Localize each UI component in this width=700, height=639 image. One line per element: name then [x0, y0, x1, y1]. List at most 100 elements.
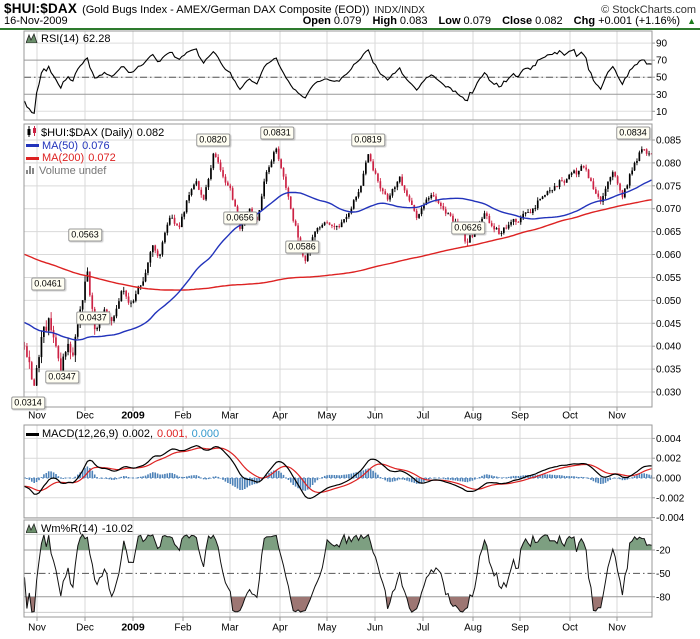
y-axis-label: 0.055	[656, 273, 681, 284]
rsi-legend-label: RSI(14)	[41, 33, 79, 45]
exchange-label: INDX/INDX	[374, 5, 425, 16]
ohlc-quote: Open 0.079 High 0.083 Low 0.079 Close 0.082 …	[295, 15, 696, 27]
y-axis-label: 0.040	[656, 342, 681, 353]
price-candles	[24, 146, 652, 386]
quote-row: 16-Nov-2009 Open 0.079 High 0.083 Low 0.079…	[4, 15, 696, 27]
y-axis-label: 0.030	[656, 388, 681, 399]
x-axis-label: Jun	[367, 411, 383, 422]
x-axis-label: Oct	[562, 411, 578, 422]
up-triangle-icon: ▲	[687, 16, 696, 26]
wmr-legend-value: -10.02	[101, 523, 134, 535]
axis-layer: 90 70 50 30 10 0.085 0.080 0.075 0.070 0.065 0.060…	[28, 39, 685, 634]
price-annotation: 0.0461	[31, 277, 65, 291]
wmr-legend: Wm%R(14) -10.02	[25, 522, 134, 537]
x-axis-label: Sep	[511, 411, 529, 422]
price-annotation: 0.0347	[45, 370, 79, 384]
high-label: High	[372, 15, 397, 27]
price-legend-value: 0.082	[136, 127, 165, 139]
x-axis-label: Nov	[608, 623, 626, 634]
x-axis-label: Feb	[174, 623, 192, 634]
chg-label: Chg	[573, 15, 596, 27]
symbol-description: (Gold Bugs Index - AMEX/German DAX Compo…	[82, 4, 370, 16]
price-annotation: 0.0314	[11, 396, 45, 410]
macd-hist-value: 0.000	[191, 428, 220, 440]
y-axis-label: -0.004	[656, 513, 685, 524]
x-axis-label: May	[318, 623, 337, 634]
y-axis-label: 0.004	[656, 434, 681, 445]
x-axis-label: Feb	[174, 411, 192, 422]
y-axis-label: 0.002	[656, 454, 681, 465]
macd-legend-value: 0.002,	[122, 428, 154, 440]
y-axis-label: 70	[656, 56, 668, 67]
header-underline	[0, 28, 700, 30]
close-value: 0.082	[535, 15, 563, 27]
y-axis-label: 50	[656, 73, 668, 84]
y-axis-label: 0.050	[656, 296, 681, 307]
area-chart-icon	[25, 522, 38, 537]
x-axis-label: 2009	[121, 622, 145, 634]
x-axis-label: Aug	[464, 623, 482, 634]
y-axis-label: 0.075	[656, 181, 681, 192]
rsi-legend-value: 62.28	[82, 33, 111, 45]
x-axis-label: Aug	[464, 411, 482, 422]
rsi-legend: RSI(14) 62.28	[25, 32, 111, 46]
y-axis-label: 0.000	[656, 474, 681, 485]
y-axis-label: -50	[656, 569, 671, 580]
price-annotation: 0.0626	[451, 221, 485, 235]
wmr-line	[24, 533, 652, 613]
price-annotation: 0.0437	[76, 311, 110, 325]
macd-signal-line	[24, 447, 652, 494]
x-axis-label: Sep	[511, 623, 529, 634]
y-axis-label: -80	[656, 592, 671, 603]
x-axis-label: Jul	[417, 411, 430, 422]
close-label: Close	[502, 15, 533, 27]
ma50-legend-label: MA(50)	[42, 139, 79, 152]
y-axis-label: 0.060	[656, 250, 681, 261]
panel-border-macd	[23, 424, 653, 519]
y-axis-label: -0.002	[656, 493, 685, 504]
open-value: 0.079	[333, 15, 362, 27]
price-annotation: 0.0563	[68, 228, 102, 242]
x-axis-label: Mar	[221, 411, 239, 422]
ma50-line-swatch	[26, 144, 39, 148]
ma50-legend-value: 0.076	[82, 139, 110, 152]
wmr-legend-label: Wm%R(14)	[41, 523, 98, 535]
y-axis-label: 30	[656, 90, 668, 101]
price-legend: $HUI:$DAX (Daily) 0.082 MA(50) 0.076 MA(…	[26, 126, 165, 178]
y-axis-label: 0.085	[656, 136, 681, 147]
x-axis-label: Dec	[76, 411, 94, 422]
macd-signal-value: 0.001,	[157, 428, 188, 440]
high-value: 0.083	[399, 15, 428, 27]
price-annotation: 0.0586	[285, 240, 319, 254]
price-annotation: 0.0834	[616, 126, 650, 140]
x-axis-label: Nov	[28, 623, 46, 634]
y-axis-label: -20	[656, 546, 671, 557]
ma50-line	[24, 179, 652, 341]
symbol-title: $HUI:$DAX	[4, 1, 78, 16]
ma200-line	[24, 199, 652, 291]
x-axis-label: Nov	[28, 411, 46, 422]
x-axis-label: Mar	[221, 623, 239, 634]
macd-legend: MACD(12,26,9) 0.002, 0.001, 0.000	[26, 428, 219, 441]
y-axis-label: 0.080	[656, 158, 681, 169]
chg-value: +0.001 (+1.16%)	[598, 15, 681, 27]
y-axis-label: 90	[656, 39, 668, 50]
panel-border-wmr	[23, 519, 653, 618]
x-axis-label: Nov	[608, 411, 626, 422]
ma200-legend-label: MA(200)	[42, 152, 85, 164]
x-axis-label: Dec	[76, 623, 94, 634]
x-axis-label: Apr	[272, 623, 288, 634]
y-axis-label: 10	[656, 107, 668, 118]
chart-header: $HUI:$DAX (Gold Bugs Index - AMEX/German…	[4, 1, 696, 16]
ma200-line-swatch	[26, 156, 39, 160]
low-label: Low	[438, 15, 461, 27]
macd-line	[24, 444, 652, 500]
ma200-legend-value: 0.072	[88, 152, 116, 164]
volume-bars-icon	[26, 164, 36, 178]
wmr-overbought-fill	[24, 534, 652, 550]
y-axis-label: 0.035	[656, 365, 681, 376]
rsi-line	[24, 48, 652, 115]
price-annotation: 0.0831	[260, 126, 294, 140]
